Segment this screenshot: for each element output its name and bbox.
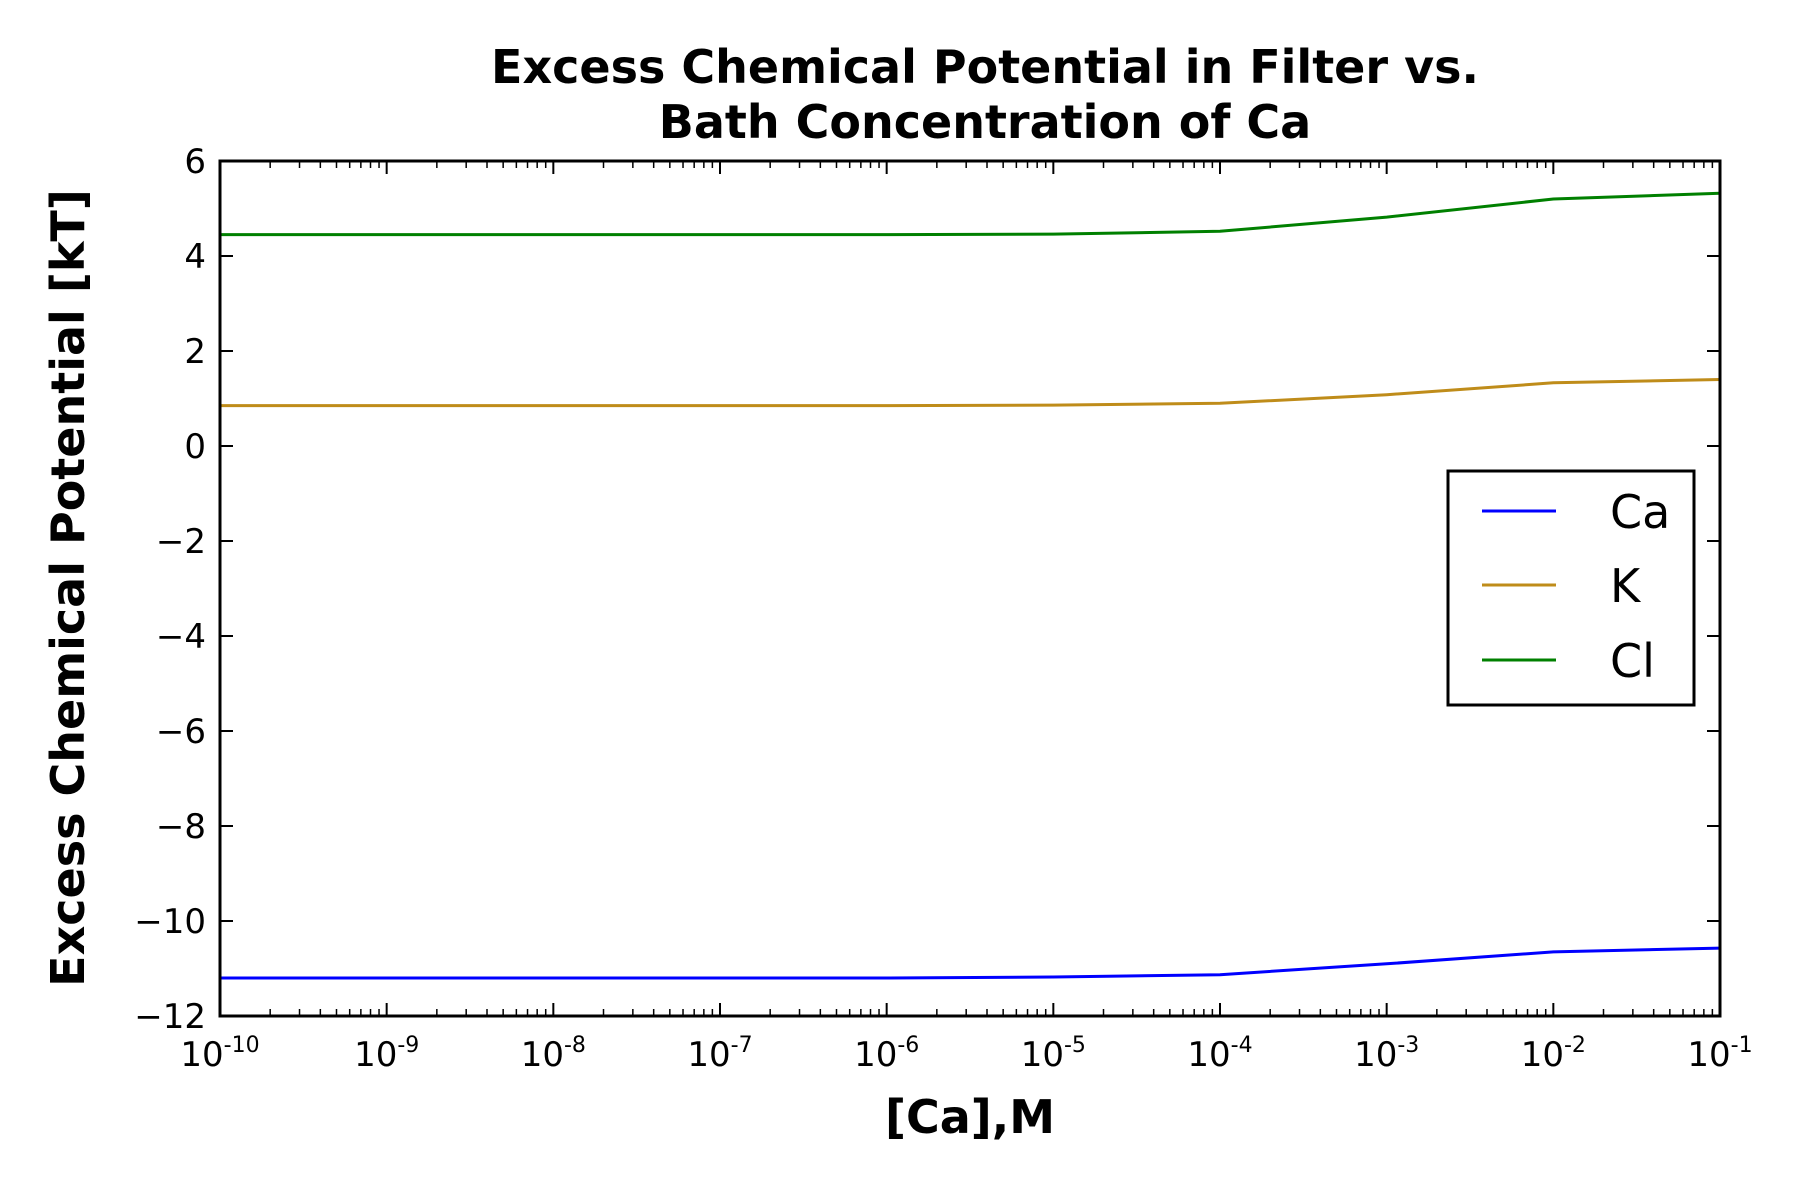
y-tick-label: 0 [184,427,206,467]
y-tick-label: −4 [156,617,206,657]
series-line-ca [220,946,1721,980]
chart-title-line-2: Bath Concentration of Ca [659,95,1311,149]
plot-lines [220,191,1721,980]
y-tick-label: −12 [134,997,206,1037]
legend: Ca K Cl [1446,469,1696,707]
series-line-cl [220,191,1721,237]
y-tick-labels: 6 4 2 0 −2 −4 −6 −8 −10 −12 [134,142,206,1037]
y-tick-label: 2 [184,332,206,372]
y-tick-label: 6 [184,142,206,182]
x-tick-label: 10-2 [1521,1033,1586,1075]
chart-title-line-1: Excess Chemical Potential in Filter vs. [491,40,1479,94]
series-line-k [220,378,1721,408]
legend-label-ca: Ca [1610,485,1670,539]
y-tick-label: −2 [156,522,206,562]
y-tick-label: −8 [156,807,206,847]
legend-label-cl: Cl [1610,634,1655,688]
x-tick-label: 10-9 [354,1033,419,1075]
plot-area-frame [218,159,1722,1018]
x-tick-labels: 10-10 10-9 10-8 10-7 10-6 10-5 10-4 10-3 10-2 10-… [180,1033,1752,1075]
x-tick-label: 10-3 [1354,1033,1419,1075]
legend-label-k: K [1610,559,1642,613]
x-tick-label: 10-5 [1021,1033,1086,1075]
y-tick-label: −10 [134,902,206,942]
y-tick-label: −6 [156,712,206,752]
x-axis-label: [Ca],M [885,1090,1055,1144]
x-tick-label: 10-10 [180,1033,259,1075]
x-tick-label: 10-7 [687,1033,752,1075]
x-tick-label: 10-1 [1687,1033,1752,1075]
x-tick-label: 10-4 [1187,1033,1252,1075]
x-tick-label: 10-6 [854,1033,919,1075]
x-tick-label: 10-8 [521,1033,586,1075]
chart-title: Excess Chemical Potential in Filter vs. … [491,40,1479,149]
y-axis-label: Excess Chemical Potential [kT] [41,189,95,987]
y-tick-label: 4 [184,237,206,277]
